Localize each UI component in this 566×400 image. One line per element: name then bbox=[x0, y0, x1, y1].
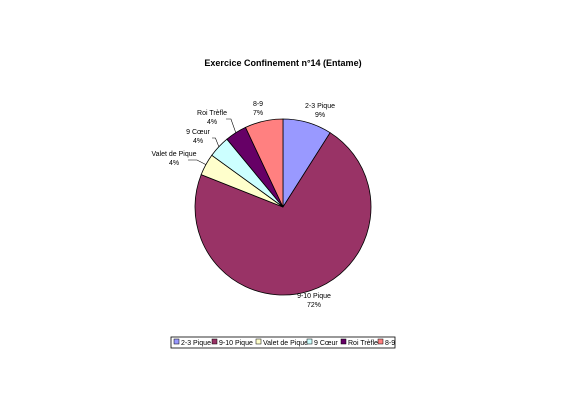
legend-frame bbox=[170, 336, 396, 349]
legend-swatch-8-9 bbox=[377, 338, 384, 345]
legend-swatch-valet-de-pique bbox=[255, 338, 262, 345]
slice-label-valet-de-pique: Valet de Pique 4% bbox=[151, 151, 196, 167]
legend-swatch-9-10-pique bbox=[211, 338, 218, 345]
slice-label-9-10-pique: 9-10 Pique 72% bbox=[297, 293, 331, 309]
legend: 2-3 Pique 9-10 Pique Valet de Pique 9 Cœur R… bbox=[170, 336, 396, 349]
leader-line-valet-de-pique bbox=[188, 159, 207, 165]
legend-swatch-roi-trefle bbox=[340, 338, 347, 345]
legend-label-8-9: 8-9 bbox=[385, 340, 395, 347]
legend-swatch-2-3-pique bbox=[173, 338, 180, 345]
slice-label-8-9: 8-9 7% bbox=[253, 101, 263, 117]
legend-label-9-10-pique: 9-10 Pique bbox=[219, 340, 253, 347]
slice-label-2-3-pique: 2-3 Pique 9% bbox=[305, 103, 335, 119]
slice-label-9-c-ur: 9 Cœur 4% bbox=[186, 129, 210, 145]
chart-title: Exercice Confinement n°14 (Entame) bbox=[204, 58, 361, 68]
leader-line-roi-trefle bbox=[226, 118, 237, 133]
slice-label-roi-trefle: Roi Trèfle 4% bbox=[197, 110, 227, 126]
leader-line-9-c-ur bbox=[212, 137, 220, 147]
legend-label-valet-de-pique: Valet de Pique bbox=[263, 340, 308, 347]
pie-slices bbox=[194, 118, 372, 296]
pie-slice-8-9 bbox=[244, 118, 284, 208]
legend-swatch-9-c-ur bbox=[306, 338, 313, 345]
legend-label-roi-trefle: Roi Trèfle bbox=[348, 340, 378, 347]
leader-lines bbox=[188, 118, 237, 165]
pie-slice-9-10-pique bbox=[194, 132, 372, 296]
slice-labels: 2-3 Pique 9% 9-10 Pique 72% Valet de Pique 4%… bbox=[151, 101, 335, 309]
legend-label-9-c-ur: 9 Cœur bbox=[314, 340, 338, 347]
legend-label-2-3-pique: 2-3 Pique bbox=[181, 340, 211, 347]
